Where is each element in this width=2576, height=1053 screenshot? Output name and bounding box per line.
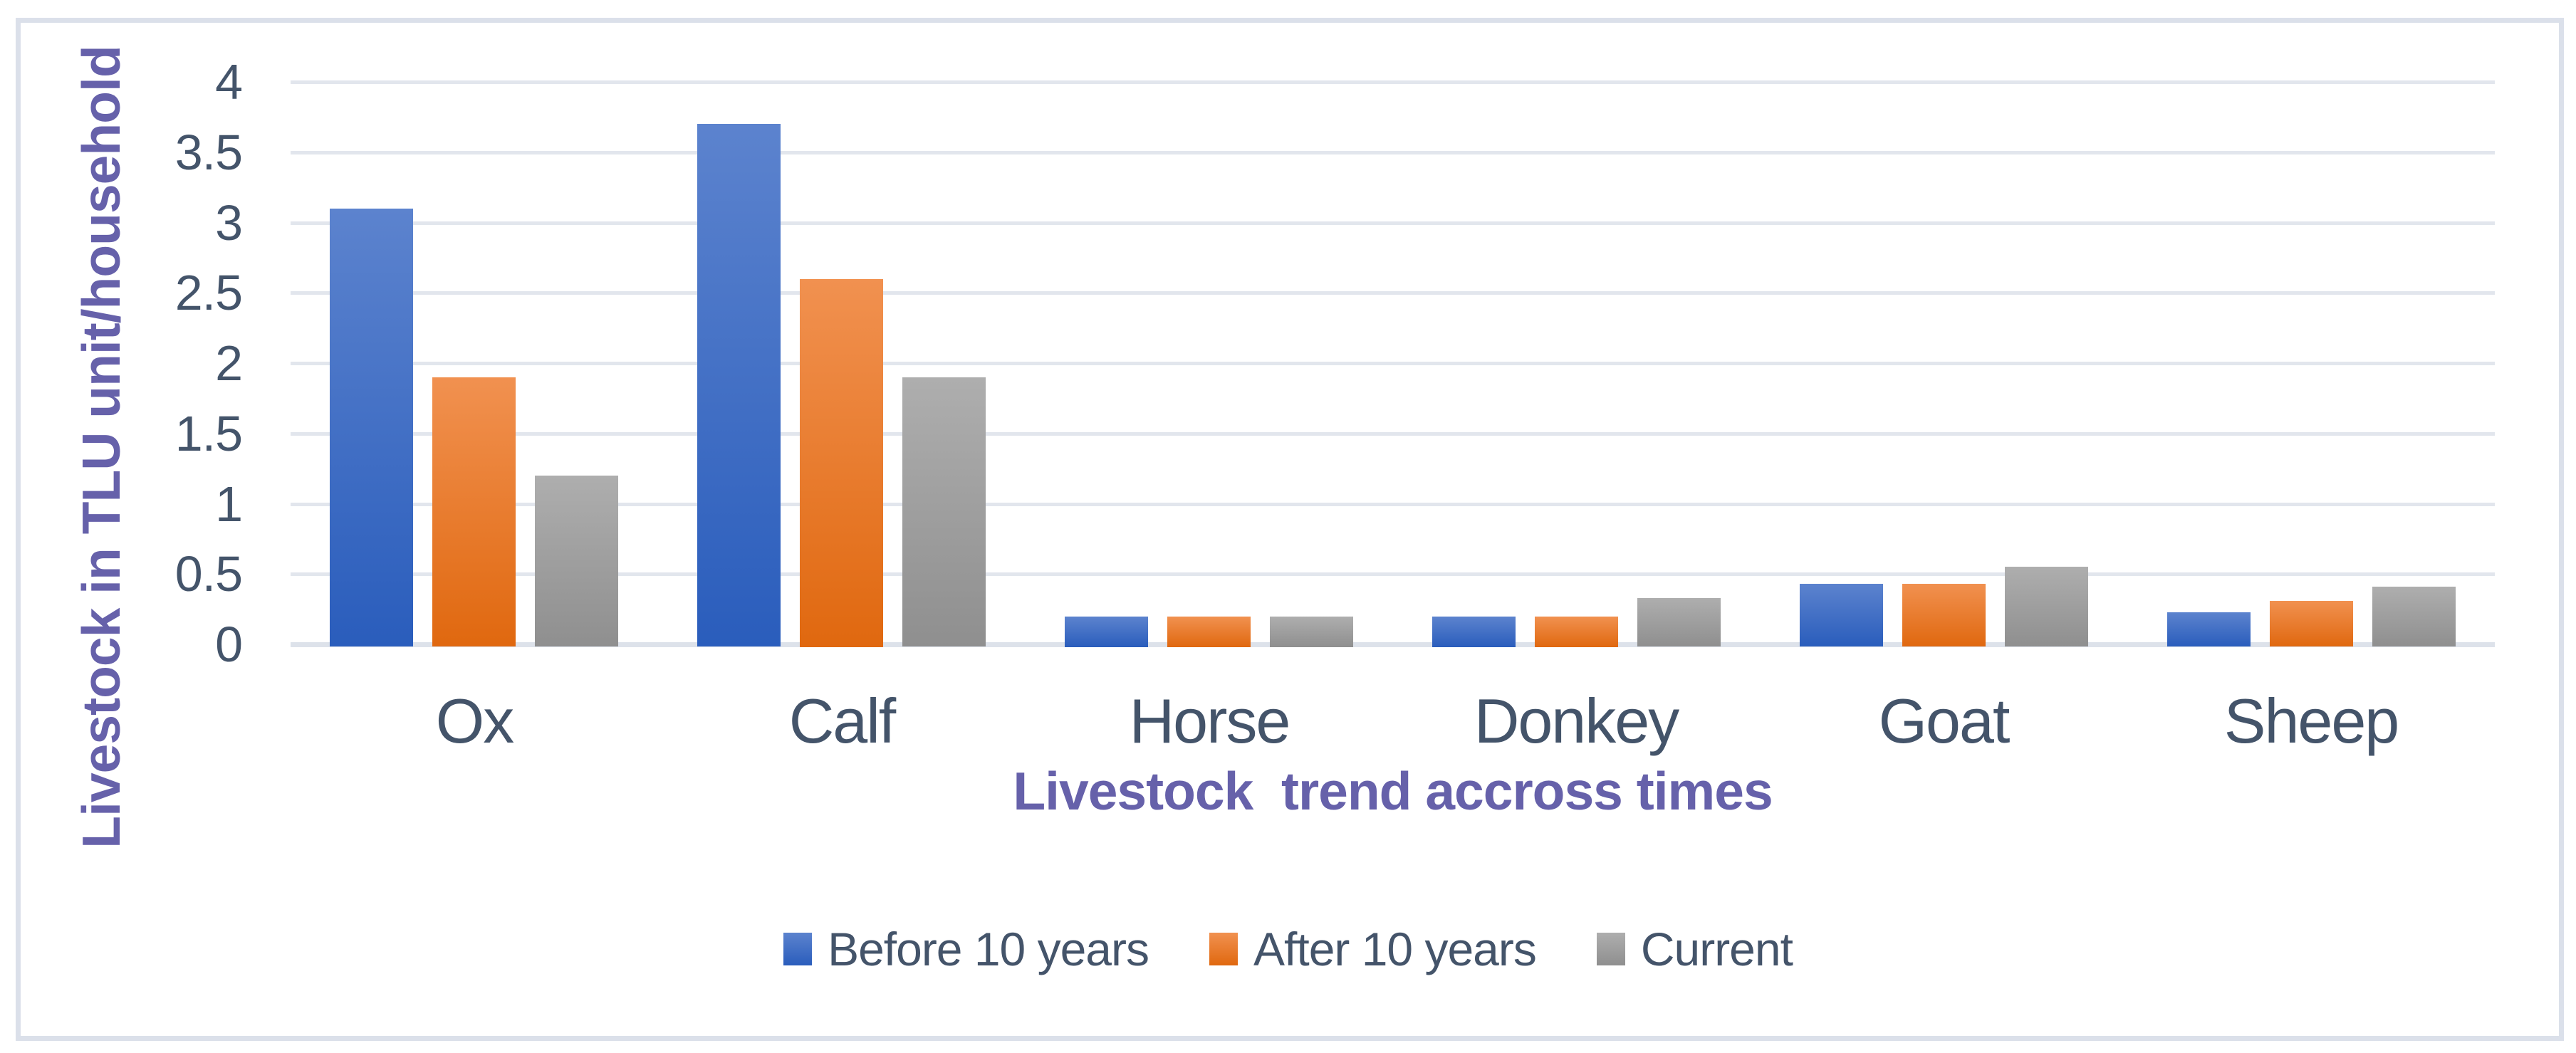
x-category-label-goat: Goat xyxy=(1878,686,2011,756)
legend-marker-current xyxy=(1596,933,1625,965)
x-category-label-ox: Ox xyxy=(435,686,514,756)
gridline xyxy=(291,221,2495,225)
x-axis-title: Livestock trend accross times xyxy=(1013,761,1773,821)
bar-calf-current xyxy=(902,377,986,646)
y-tick-label: 0.5 xyxy=(174,546,243,602)
x-category-label-calf: Calf xyxy=(788,686,897,756)
legend-label-before-10-years: Before 10 years xyxy=(828,923,1149,975)
bar-ox-before-10-years xyxy=(330,209,413,646)
y-tick-label: 3 xyxy=(215,194,243,251)
bar-calf-before-10-years xyxy=(697,124,781,646)
y-tick-label: 4 xyxy=(215,54,243,110)
bar-horse-before-10-years xyxy=(1065,617,1148,647)
legend-item-after-10-years: After 10 years xyxy=(1209,922,1537,976)
gridline xyxy=(291,572,2495,577)
chart-frame-border xyxy=(16,18,2564,1041)
legend-label-current: Current xyxy=(1640,923,1793,975)
y-tick-label: 2.5 xyxy=(174,265,243,321)
legend-marker-after-10-years xyxy=(1209,933,1238,965)
gridline xyxy=(291,150,2495,154)
bar-ox-after-10-years xyxy=(432,377,516,646)
gridline xyxy=(291,431,2495,436)
gridline xyxy=(291,362,2495,365)
legend-item-before-10-years: Before 10 years xyxy=(783,922,1149,976)
y-axis-title: Livestock in TLU unit/household xyxy=(71,46,131,849)
bar-sheep-current xyxy=(2372,587,2456,646)
bar-sheep-before-10-years xyxy=(2167,612,2251,646)
y-tick-label: 1 xyxy=(215,476,243,532)
legend-marker-before-10-years xyxy=(783,933,813,965)
bar-donkey-before-10-years xyxy=(1432,617,1516,647)
x-category-label-donkey: Donkey xyxy=(1474,686,1679,756)
y-tick-label: 2 xyxy=(215,335,243,391)
bar-horse-after-10-years xyxy=(1167,617,1251,647)
bar-donkey-current xyxy=(1637,598,1721,646)
y-tick-label: 3.5 xyxy=(174,124,243,180)
gridline xyxy=(291,80,2495,84)
y-tick-label: 1.5 xyxy=(174,405,243,461)
gridline xyxy=(291,291,2495,295)
bar-sheep-after-10-years xyxy=(2270,601,2353,646)
bar-donkey-after-10-years xyxy=(1535,617,1618,647)
bar-horse-current xyxy=(1270,617,1353,647)
legend-item-current: Current xyxy=(1596,922,1793,976)
x-axis-baseline xyxy=(291,642,2495,647)
legend-label-after-10-years: After 10 years xyxy=(1253,923,1537,975)
bar-goat-after-10-years xyxy=(1902,584,1986,646)
x-category-label-horse: Horse xyxy=(1129,686,1291,756)
bar-goat-current xyxy=(2005,567,2088,646)
bar-ox-current xyxy=(535,476,618,646)
gridline xyxy=(291,502,2495,506)
bar-goat-before-10-years xyxy=(1800,584,1883,646)
x-category-label-sheep: Sheep xyxy=(2223,686,2399,756)
legend: Before 10 years After 10 years Current xyxy=(0,913,2576,985)
bar-calf-after-10-years xyxy=(800,279,883,647)
y-tick-label: 0 xyxy=(215,617,243,672)
